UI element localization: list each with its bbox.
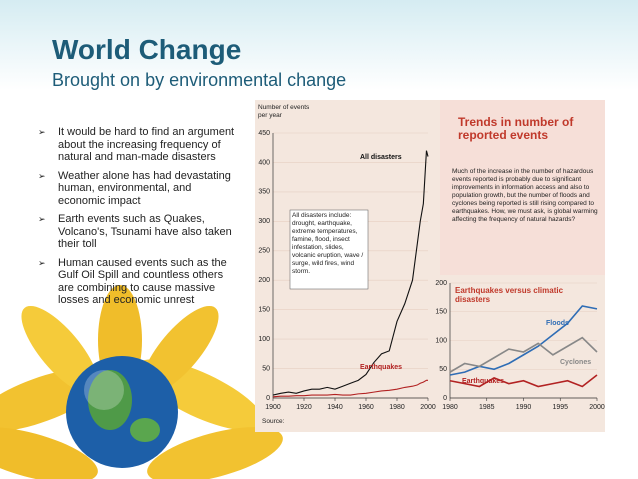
x-tick-label: 1960 [358, 404, 374, 411]
bullet: Weather alone has had devastating human,… [38, 170, 238, 208]
slide-title: World Change [52, 34, 242, 65]
y-tick-label: 0 [266, 395, 270, 402]
y-tick-label: 400 [258, 159, 270, 166]
y-tick-label: 250 [258, 248, 270, 255]
chart-title: Trends in number of reported events [458, 116, 574, 142]
annotation: All disasters include: drought, earthqua… [292, 212, 364, 275]
series-line [272, 150, 429, 396]
y-tick-label: 200 [258, 277, 270, 284]
x-tick-label: 1900 [265, 404, 281, 411]
y-tick-label: 350 [258, 189, 270, 196]
y-tick-label: 50 [262, 365, 270, 372]
y-axis-label-text: Number of events per year [258, 104, 310, 119]
annotation: Much of the increase in the number of ha… [452, 168, 598, 223]
x-tick-label: 2000 [589, 404, 605, 411]
y-tick-label: 100 [258, 336, 270, 343]
chart-title-text: Earthquakes versus climatic disasters [455, 286, 564, 304]
y-tick-label: 450 [258, 130, 270, 137]
chart-title-text: Trends in number of reported events [458, 116, 574, 142]
series-label: Cyclones [560, 359, 591, 366]
annotation: Source: [262, 418, 285, 425]
annotation-box [289, 209, 369, 290]
series-label: Earthquakes [462, 378, 504, 385]
y-tick-label: 0 [443, 395, 447, 402]
bullet: Human caused events such as the Gulf Oil… [38, 257, 238, 307]
chart-panel-tint [440, 100, 605, 275]
y-tick-label: 150 [258, 307, 270, 314]
x-tick-label: 1980 [442, 404, 458, 411]
x-tick-label: 1980 [389, 404, 405, 411]
series-line [449, 374, 598, 388]
slide-subtitle: Brought on by environmental change [52, 70, 347, 90]
chart-title: Earthquakes versus climatic disasters [455, 286, 564, 304]
x-tick-label: 2000 [420, 404, 436, 411]
x-tick-label: 1990 [516, 404, 532, 411]
y-axis-label: Number of events per year [258, 104, 310, 119]
y-tick-label: 200 [435, 280, 447, 287]
series-label: Earthquakes [360, 364, 402, 371]
y-tick-label: 50 [439, 366, 447, 373]
annotation-text: All disasters include: drought, earthqua… [292, 212, 364, 275]
y-tick-label: 300 [258, 218, 270, 225]
y-tick-label: 100 [435, 337, 447, 344]
series-line [272, 379, 428, 398]
bullet: Earth events such as Quakes, Volcano's, … [38, 213, 238, 251]
series-label: All disasters [360, 154, 402, 161]
annotation-text: Source: [262, 418, 285, 425]
y-tick-label: 150 [435, 309, 447, 316]
x-tick-label: 1985 [479, 404, 495, 411]
series-line [449, 305, 598, 376]
x-tick-label: 1920 [296, 404, 312, 411]
bullet: It would be hard to find an argument abo… [38, 126, 238, 164]
series-line [449, 336, 598, 373]
x-tick-label: 1995 [552, 404, 568, 411]
x-tick-label: 1940 [327, 404, 343, 411]
annotation-text: Much of the increase in the number of ha… [452, 168, 598, 223]
flower [0, 285, 283, 479]
series-label: Floods [546, 320, 569, 327]
bullet-list: It would be hard to find an argument abo… [38, 126, 238, 313]
